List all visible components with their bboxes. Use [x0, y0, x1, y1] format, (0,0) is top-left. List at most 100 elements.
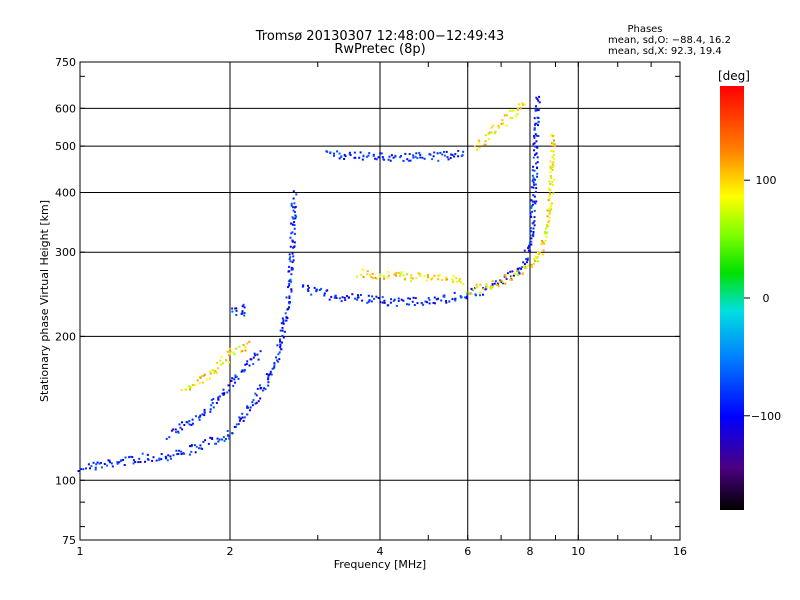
echo-point-o: [132, 462, 135, 465]
echo-point-x: [547, 225, 550, 228]
echo-point-o: [293, 202, 296, 205]
echo-point-x: [539, 251, 541, 254]
echo-point-x: [543, 242, 546, 245]
echo-point-o: [534, 108, 537, 111]
echo-point-x: [479, 283, 482, 286]
echo-point-x: [202, 374, 205, 377]
echo-point-o: [532, 178, 534, 181]
echo-point-o: [218, 438, 221, 441]
echo-point-x: [355, 275, 358, 278]
echo-point-x: [545, 223, 548, 226]
echo-point-o: [371, 295, 374, 298]
echo-point-o: [443, 150, 445, 153]
echo-point-o: [533, 169, 536, 172]
echo-point-o: [207, 442, 210, 445]
echo-point-o: [338, 157, 341, 160]
echo-point-o: [174, 428, 177, 431]
echo-point-o: [537, 109, 540, 112]
echo-point-o: [442, 295, 445, 298]
echo-point-o: [454, 153, 457, 155]
echo-point-o: [181, 421, 183, 424]
echo-point-o: [367, 154, 370, 157]
echo-point-x: [548, 187, 551, 190]
echo-point-o: [365, 155, 368, 158]
echo-point-o: [433, 302, 436, 305]
echo-point-o: [188, 420, 191, 422]
echo-point-x: [515, 114, 518, 117]
echo-point-o: [177, 453, 180, 455]
echo-point-o: [226, 430, 229, 432]
echo-point-x: [550, 208, 553, 211]
x-tick-label: 16: [673, 545, 687, 558]
echo-point-o: [532, 233, 535, 235]
echo-point-x: [211, 369, 214, 372]
echo-point-x: [468, 292, 471, 295]
echo-point-o: [231, 310, 234, 313]
echo-point-o: [293, 206, 296, 209]
echo-point-x: [484, 140, 487, 143]
x-tick-label: 4: [377, 545, 384, 558]
echo-point-x: [500, 122, 503, 125]
echo-point-x: [548, 192, 551, 195]
echo-point-o: [90, 465, 93, 468]
echo-point-o: [532, 235, 535, 238]
echo-point-o: [255, 401, 258, 404]
echo-point-o: [454, 297, 457, 300]
echo-point-o: [338, 152, 341, 155]
echo-point-o: [238, 416, 241, 419]
echo-point-o: [251, 404, 254, 407]
echo-point-o: [276, 359, 278, 362]
echo-point-o: [446, 156, 449, 159]
echo-point-o: [307, 290, 310, 292]
echo-point-o: [241, 305, 244, 308]
echo-point-x: [518, 103, 520, 106]
echo-point-o: [536, 156, 539, 159]
echo-point-x: [549, 210, 551, 212]
echo-point-o: [100, 461, 102, 464]
echo-point-o: [534, 124, 536, 127]
echo-point-o: [416, 157, 419, 160]
echo-point-o: [237, 377, 240, 380]
echo-point-o: [313, 286, 316, 289]
echo-point-x: [551, 181, 554, 183]
echo-point-o: [249, 409, 251, 412]
echo-point-o: [449, 157, 452, 160]
x-axis-label: Frequency [MHz]: [334, 558, 426, 571]
echo-point-o: [536, 172, 539, 175]
echo-point-x: [497, 126, 500, 129]
echo-point-o: [377, 156, 380, 159]
echo-point-o: [375, 158, 378, 161]
echo-point-o: [280, 348, 283, 351]
echo-point-x: [489, 286, 492, 289]
echo-point-x: [551, 169, 554, 171]
echo-point-x: [430, 278, 433, 281]
echo-point-o: [418, 151, 421, 154]
echo-point-x: [483, 143, 486, 146]
echo-point-o: [168, 436, 171, 439]
echo-point-o: [279, 338, 281, 341]
echo-point-o: [259, 397, 262, 400]
echo-point-x: [549, 188, 552, 191]
echo-point-o: [428, 302, 431, 305]
echo-point-x: [437, 275, 440, 278]
echo-point-x: [425, 279, 428, 282]
echo-point-x: [548, 216, 551, 219]
echo-point-o: [333, 296, 336, 299]
echo-point-x: [446, 278, 449, 281]
echo-point-o: [367, 300, 370, 303]
echo-point-x: [553, 139, 555, 142]
echo-point-o: [537, 135, 540, 137]
echo-point-o: [272, 367, 275, 370]
echo-point-o: [212, 406, 215, 409]
echo-point-o: [288, 306, 291, 309]
echo-point-o: [381, 301, 384, 304]
echo-point-x: [506, 114, 508, 117]
echo-point-o: [210, 399, 213, 401]
echo-point-o: [535, 122, 538, 125]
echo-point-o: [233, 426, 236, 428]
echo-point-o: [448, 300, 451, 303]
echo-point-o: [241, 310, 244, 313]
echo-point-x: [362, 276, 365, 278]
echo-point-o: [307, 284, 309, 287]
echo-point-o: [536, 167, 538, 170]
